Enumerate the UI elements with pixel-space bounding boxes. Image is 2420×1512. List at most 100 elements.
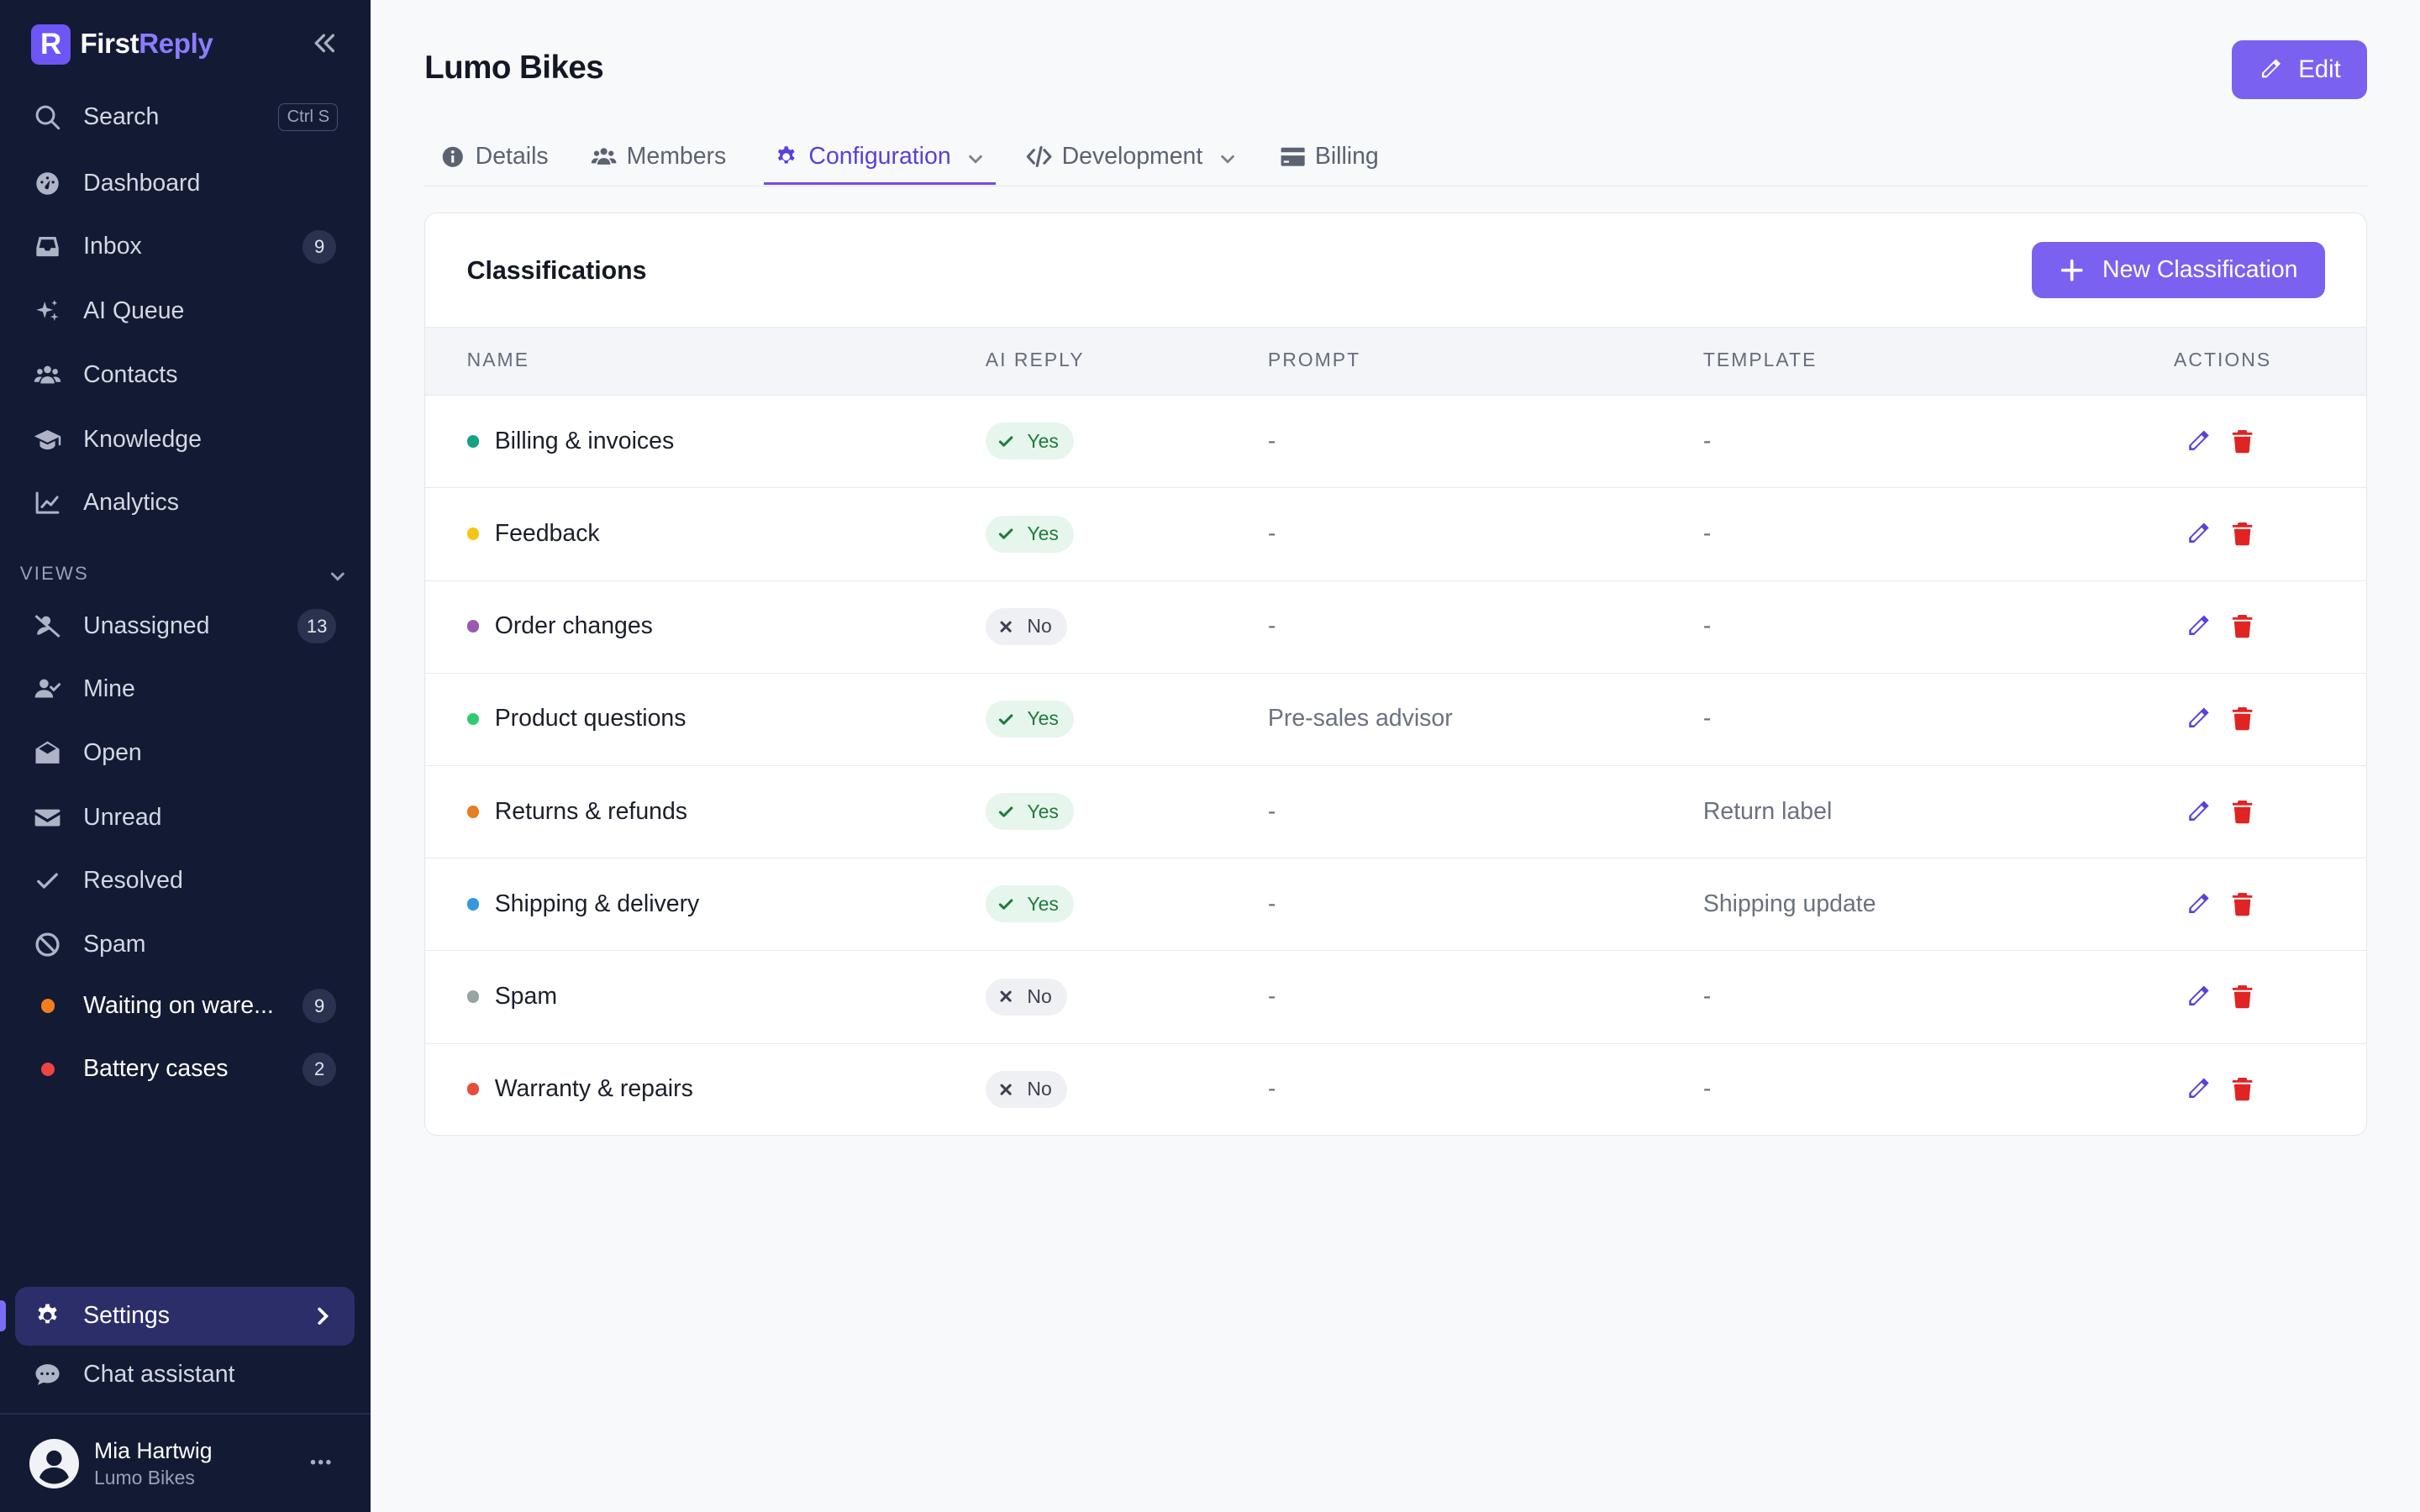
delete-trash-icon[interactable] [2229, 613, 2255, 639]
template-cell: - [1702, 1075, 1712, 1103]
tab-configuration[interactable]: Configuration [773, 127, 985, 187]
sidebar-item-label: Spam [83, 930, 146, 958]
ai-reply-value: Yes [1027, 522, 1059, 545]
classification-name-cell: Warranty & repairs [466, 1044, 693, 1135]
ai-reply-cell: Yes [985, 488, 1075, 579]
sidebar-item-chat-assistant[interactable]: Chat assistant [15, 1347, 355, 1402]
sidebar-item-label: Battery cases [83, 1055, 229, 1083]
new-classification-button[interactable]: New Classification [2032, 241, 2326, 299]
sidebar-item-label: Knowledge [83, 425, 202, 453]
classification-color-dot [466, 528, 480, 540]
delete-trash-icon[interactable] [2229, 984, 2255, 1010]
sidebar-divider [0, 1413, 371, 1415]
page-title: Lumo Bikes [424, 49, 604, 86]
gear-icon [773, 144, 799, 170]
card-title: Classifications [466, 256, 647, 285]
sidebar-item-analytics[interactable]: Analytics [15, 475, 355, 531]
table-row[interactable]: Warranty & repairs No - - [425, 1044, 2366, 1135]
table-row[interactable]: Shipping & delivery Yes - Shipping update [425, 858, 2367, 952]
search-button[interactable]: Search Ctrl S [15, 90, 355, 145]
classification-name-cell: Shipping & delivery [466, 858, 699, 949]
envelope-open-icon [31, 736, 65, 769]
classification-name-cell: Billing & invoices [466, 396, 674, 486]
classification-color-dot [466, 990, 480, 1003]
table-row[interactable]: Returns & refunds Yes - Return label [425, 766, 2367, 859]
edit-pencil-icon[interactable] [2185, 521, 2211, 547]
dashboard-icon [31, 166, 65, 200]
sidebar-item-spam[interactable]: Spam [15, 916, 355, 972]
close-icon [997, 618, 1014, 635]
tab-label: Details [475, 142, 549, 170]
actions-cell [2185, 766, 2255, 857]
edit-pencil-icon[interactable] [2185, 706, 2211, 732]
sidebar-item-open[interactable]: Open [15, 725, 355, 780]
column-header-name: NAME [466, 349, 530, 371]
chevron-down-icon [1218, 147, 1237, 165]
active-tab-underline [764, 181, 996, 186]
column-header-prompt: PROMPT [1267, 349, 1361, 371]
edit-pencil-icon[interactable] [2185, 428, 2211, 454]
user-profile[interactable]: Mia Hartwig Lumo Bikes [29, 1438, 213, 1490]
table-row[interactable]: Order changes No - - [425, 581, 2367, 674]
table-row[interactable]: Spam No - - [425, 951, 2367, 1044]
sidebar-item-battery-cases[interactable]: Battery cases 2 [15, 1042, 355, 1097]
ai-reply-cell: No [985, 581, 1068, 672]
tab-bar: Details Members Configuration Developmen… [424, 127, 2368, 187]
tab-billing[interactable]: Billing [1280, 127, 1379, 187]
search-shortcut: Ctrl S [278, 103, 339, 131]
ai-reply-badge: Yes [985, 793, 1075, 831]
sidebar-item-resolved[interactable]: Resolved [15, 853, 355, 909]
edit-pencil-icon[interactable] [2185, 891, 2211, 917]
plus-icon [2060, 258, 2084, 282]
classification-color-dot [466, 805, 480, 818]
classification-name-cell: Order changes [466, 581, 653, 672]
sidebar-item-knowledge[interactable]: Knowledge [15, 412, 355, 467]
collapse-sidebar-icon[interactable] [308, 28, 339, 59]
edit-pencil-icon[interactable] [2185, 1076, 2211, 1102]
sidebar-item-contacts[interactable]: Contacts [15, 347, 355, 402]
check-icon [997, 525, 1014, 542]
sidebar-item-label: Inbox [83, 233, 142, 260]
delete-trash-icon[interactable] [2229, 1076, 2255, 1102]
brand-logo[interactable]: R FirstReply [30, 24, 213, 66]
sidebar-item-mine[interactable]: Mine [15, 662, 355, 717]
ai-reply-cell: No [985, 951, 1068, 1042]
table-row[interactable]: Product questions Yes Pre-sales advisor - [425, 674, 2367, 766]
classification-color-dot [466, 620, 480, 633]
delete-trash-icon[interactable] [2229, 706, 2255, 732]
sidebar-item-unread[interactable]: Unread [15, 790, 355, 845]
sidebar-item-unassigned[interactable]: Unassigned 13 [15, 599, 355, 654]
sidebar-item-dashboard[interactable]: Dashboard [15, 156, 355, 212]
delete-trash-icon[interactable] [2229, 428, 2255, 454]
tab-details[interactable]: Details [439, 127, 549, 187]
edit-button[interactable]: Edit [2231, 39, 2368, 99]
sidebar-item-inbox[interactable]: Inbox 9 [15, 219, 355, 275]
edit-pencil-icon[interactable] [2185, 799, 2211, 825]
table-row[interactable]: Billing & invoices Yes - - [425, 396, 2367, 489]
delete-trash-icon[interactable] [2229, 891, 2255, 917]
delete-trash-icon[interactable] [2229, 521, 2255, 547]
classification-name: Product questions [494, 705, 687, 732]
more-options-icon[interactable] [308, 1450, 333, 1474]
active-indicator [0, 1300, 7, 1332]
table-row[interactable]: Feedback Yes - - [425, 488, 2367, 581]
tab-development[interactable]: Development [1026, 127, 1236, 187]
classification-name-cell: Feedback [466, 488, 600, 579]
user-check-icon [31, 673, 65, 706]
user-org: Lumo Bikes [94, 1467, 195, 1489]
ai-reply-badge: No [985, 1070, 1068, 1108]
delete-trash-icon[interactable] [2229, 799, 2255, 825]
user-slash-icon [31, 609, 65, 643]
edit-pencil-icon[interactable] [2185, 613, 2211, 639]
tab-label: Development [1061, 142, 1203, 170]
classification-color-dot [466, 898, 480, 911]
template-cell: Shipping update [1702, 890, 1876, 917]
sidebar-item-waiting-on-warehouse[interactable]: Waiting on ware... 9 [15, 978, 355, 1033]
chevron-down-icon[interactable] [327, 564, 349, 586]
sidebar-item-settings[interactable]: Settings [15, 1286, 355, 1346]
edit-pencil-icon[interactable] [2185, 984, 2211, 1010]
tab-members[interactable]: Members [591, 127, 726, 187]
sidebar-item-ai-queue[interactable]: AI Queue [15, 284, 355, 339]
prompt-cell: Pre-sales advisor [1267, 705, 1453, 732]
sidebar-item-label: Mine [83, 675, 135, 703]
